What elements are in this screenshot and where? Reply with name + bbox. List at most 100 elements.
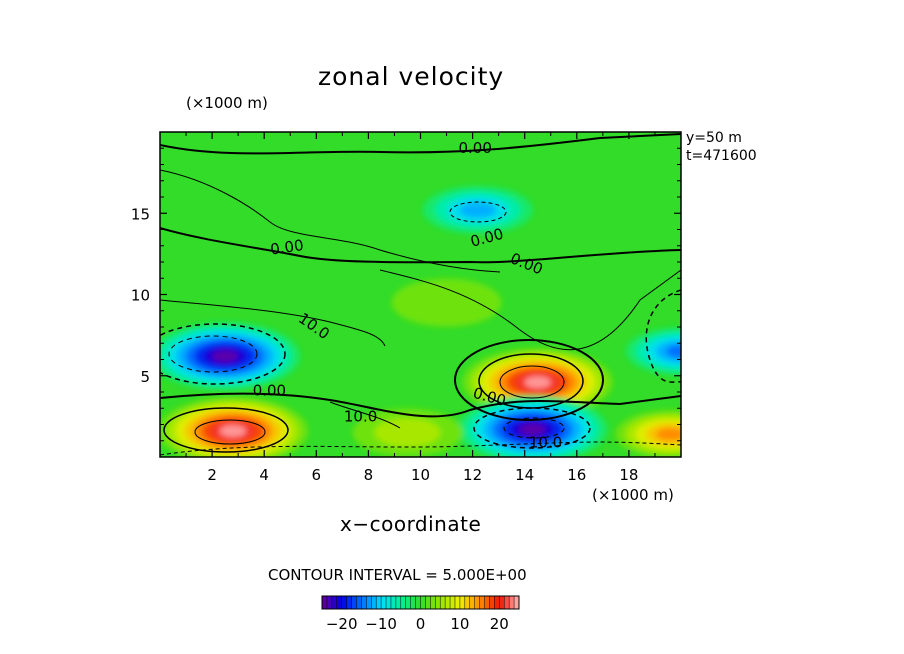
contour-interval-label: CONTOUR INTERVAL = 5.000E+00 [268,566,527,584]
contour-line [160,133,681,155]
field-level [524,376,551,389]
colorbar-segment [346,596,353,609]
colorbar-segment [469,596,476,609]
colorbar-tick-label: −10 [365,615,397,633]
contour-line [645,289,681,383]
colorbar-segment [454,596,461,609]
x-tick-label: 8 [364,466,374,484]
y-tick-label: 10 [131,287,150,305]
colorbar-segment [405,596,412,609]
field-level [211,350,239,363]
colorbar-segment [400,596,407,609]
colorbar-tick-label: 0 [416,615,426,633]
contour-line [168,335,258,373]
field-level [391,278,502,327]
colorbar-segment [514,596,520,609]
colorbar-segment [331,596,338,609]
contour-line [449,201,507,223]
field-features [160,186,681,457]
contour-line [499,365,565,399]
contour-line [454,339,604,421]
y-tick-label: 15 [131,205,150,223]
colorbar-segment [326,596,333,609]
colorbar-segment [356,596,362,609]
colorbar-segment [322,596,328,609]
field-level [655,427,681,441]
colorbar-segment [341,596,348,609]
colorbar-tick-label: −20 [326,615,358,633]
colorbar-segment [450,596,456,609]
x-tick-label: 18 [619,466,638,484]
colorbar-segment [386,596,392,609]
x-axis-unit: (×1000 m) [592,486,674,504]
colorbar-segment [464,596,471,609]
colorbar-segment [499,596,505,609]
contour-label: 0.00 [253,381,286,399]
contour-line [160,392,681,418]
colorbar-segment [489,596,495,609]
colorbar-segment [415,596,421,609]
x-tick-label: 2 [207,466,217,484]
y-tick-label: 5 [140,368,150,386]
time-annotation: t=471600 [686,148,757,164]
x-tick-label: 16 [567,466,586,484]
colorbar-segment [459,596,466,609]
colorbar-segment [390,596,397,609]
contour-label: 10.0 [344,407,377,425]
field-level [219,425,247,437]
colorbar-segment [366,596,372,609]
colorbar-segment [479,596,486,609]
x-tick-label: 14 [515,466,534,484]
colorbar-segment [445,596,451,609]
contour-line [160,441,681,456]
field-level [459,202,497,218]
x-tick-label: 4 [259,466,269,484]
field-level [374,418,441,448]
colorbar-segment [504,596,510,609]
colorbar-segment [484,596,490,609]
contour-label: 0.00 [269,236,305,258]
colorbar-segment [474,596,481,609]
x-axis-label: x−coordinate [340,512,482,536]
contour-label: 10.0 [529,433,562,451]
colorbar: −20 −10 0 10 20 [321,595,520,633]
colorbar-segment [430,596,436,609]
contour-line [160,323,286,385]
colorbar-segment [425,596,431,609]
contour-label: 0.00 [459,139,492,157]
contour-lines [160,133,681,456]
colorbar-segment [376,596,382,609]
contour-line [329,401,401,429]
colorbar-segment [395,596,402,609]
colorbar-segment [410,596,417,609]
colorbar-segment [371,596,377,609]
field-level [666,344,681,358]
contour-line [163,407,289,453]
heatmap-field [160,132,681,457]
colorbar-segment [351,596,357,609]
y-axis-unit: (×1000 m) [186,94,268,112]
contour-line [503,417,565,439]
colorbar-segment [336,596,343,609]
x-tick-label: 12 [463,466,482,484]
axes: 2 4 6 8 10 12 14 16 18 5 10 15 [131,132,681,484]
colorbar-segment [361,596,367,609]
colorbar-tick-label: 10 [450,615,469,633]
contour-line [379,269,681,351]
x-tick-label: 10 [411,466,430,484]
contour-line [194,419,266,445]
colorbar-segment [420,596,426,609]
colorbar-segment [381,596,387,609]
contour-line [473,407,591,449]
colorbar-segment [440,596,446,609]
colorbar-segment [509,596,515,609]
colorbar-segment [494,596,500,609]
field-level [519,423,546,436]
chart-title: zonal velocity [318,62,505,91]
contour-line [160,169,501,273]
colorbar-segment [435,596,441,609]
contour-line [160,299,386,347]
x-tick-label: 6 [312,466,322,484]
